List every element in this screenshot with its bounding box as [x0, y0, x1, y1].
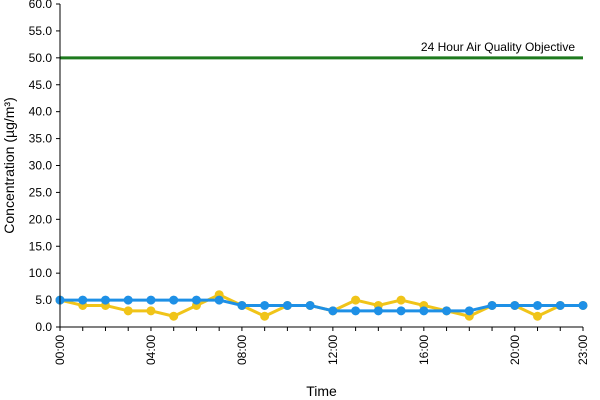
y-tick-label: 20.0: [29, 212, 53, 226]
series-2-point: [510, 300, 520, 310]
series-2-point: [351, 306, 361, 316]
y-tick-label: 40.0: [29, 105, 53, 119]
y-tick-label: 5.0: [35, 293, 52, 307]
series-2-point: [305, 300, 315, 310]
series-2-point: [191, 295, 201, 305]
series-2-point: [419, 306, 429, 316]
series-1-point: [146, 306, 156, 316]
series-2-point: [78, 295, 88, 305]
series-2-point: [578, 300, 588, 310]
y-tick-label: 15.0: [29, 239, 53, 253]
series-2-point: [260, 300, 270, 310]
series-2-point: [533, 300, 543, 310]
series-2-point: [396, 306, 406, 316]
series-1-point: [123, 306, 133, 316]
series-2-point: [373, 306, 383, 316]
reference-line-label: 24 Hour Air Quality Objective: [421, 40, 575, 54]
y-tick-label: 60.0: [29, 0, 53, 11]
series-2-line: [60, 298, 583, 313]
x-tick-label: 20:00: [508, 335, 522, 365]
y-tick-label: 45.0: [29, 78, 53, 92]
y-tick-label: 55.0: [29, 24, 53, 38]
series-2-point: [169, 295, 179, 305]
x-tick-label: 23:00: [576, 335, 590, 365]
x-tick-label: 12:00: [326, 335, 340, 365]
series-1-point: [396, 295, 406, 305]
y-axis-title: Concentration (µg/m³): [1, 97, 17, 233]
series-2-point: [237, 300, 247, 310]
series-2-point: [555, 300, 565, 310]
x-axis-title: Time: [306, 383, 337, 399]
x-tick-label: 08:00: [235, 335, 249, 365]
series-2-point: [282, 300, 292, 310]
y-tick-label: 0.0: [35, 320, 52, 334]
series-2-point: [214, 295, 224, 305]
series-2-point: [464, 306, 474, 316]
series-1-point: [351, 295, 361, 305]
y-tick-label: 35.0: [29, 132, 53, 146]
series-2-point: [487, 300, 497, 310]
x-tick-label: 04:00: [144, 335, 158, 365]
y-tick-label: 50.0: [29, 51, 53, 65]
series-2-point: [442, 306, 452, 316]
series-1-point: [260, 311, 270, 321]
series-2-point: [123, 295, 133, 305]
series-group: [55, 290, 588, 321]
x-tick-label: 16:00: [417, 335, 431, 365]
series-1-point: [533, 311, 543, 321]
x-tick-label: 00:00: [53, 335, 67, 365]
x-axis-ticks: 00:00 04:00 08:00 12:00 16:00 20:00 23:00: [53, 327, 590, 365]
series-2-point: [328, 306, 338, 316]
series-2-point: [146, 295, 156, 305]
y-axis-ticks: 0.0 5.0 10.0 15.0 20.0 25.0 30.0 35.0 40.0 45.0 50…: [29, 0, 60, 334]
series-2-point: [100, 295, 110, 305]
y-tick-label: 25.0: [29, 185, 53, 199]
y-tick-label: 10.0: [29, 266, 53, 280]
series-1-point: [169, 311, 179, 321]
y-tick-label: 30.0: [29, 159, 53, 173]
